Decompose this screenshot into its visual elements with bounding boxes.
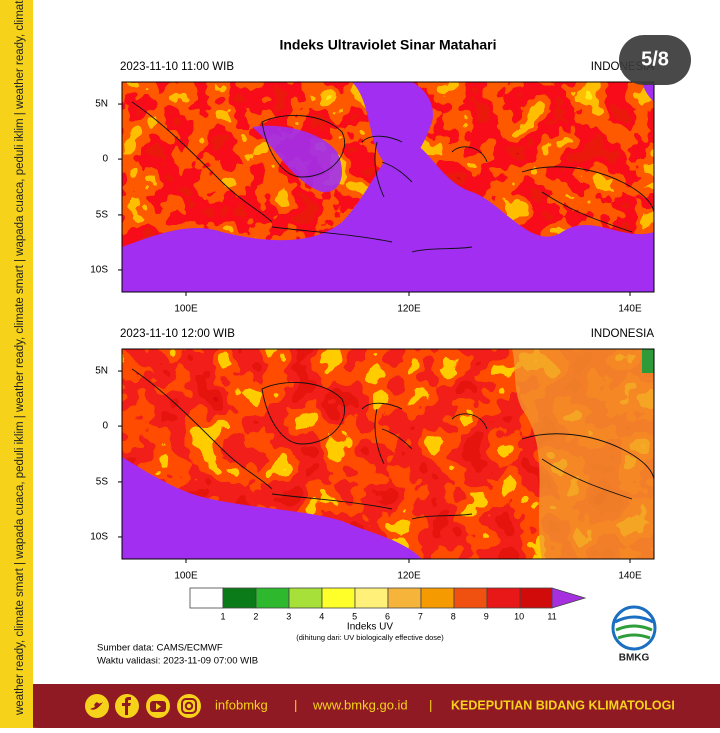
instagram-icon[interactable] [177,694,201,718]
colorbar-label: 9 [484,611,489,621]
lat-label: 5S [96,210,109,221]
colorbar-label: 3 [286,611,291,621]
panel-time: 2023-11-10 12:00 WIB [120,328,235,340]
sidebar-text: weather ready, climate smart | wapada cu… [14,0,26,716]
source: Sumber data: CAMS/ECMWF [97,643,223,654]
page-badge [619,35,691,85]
map-panel: 2023-11-10 12:00 WIB INDONESIA 5N 0 5S 10S 100… [90,328,655,582]
uv-low-area [642,82,654,102]
footer-department: KEDEPUTIAN BIDANG KLIMATOLOGI [451,698,675,712]
colorbar-title: Indeks UV [347,622,393,633]
map [121,81,655,293]
logo [611,605,657,651]
uv-orange-area [512,349,654,559]
footer-separator: | [294,697,297,712]
colorbar-label: 10 [514,611,524,621]
lon-label: 140E [618,304,642,315]
map-frame [121,81,655,293]
lon-label: 140E [618,571,642,582]
panels: 2023-11-10 11:00 WIB INDONESIA 5N 0 5S 10S 100… [90,61,655,582]
colorbar-label: 11 [547,611,556,621]
colorbar-label: 7 [418,611,423,621]
sidebar [0,0,33,728]
lon-label: 100E [174,304,198,315]
logo-text: BMKG [619,653,650,664]
page-badge-text: 5/8 [641,48,669,70]
colorbar-note: (dihitung dari: UV biologically effectiv… [296,633,444,642]
lon-label: 120E [397,304,421,315]
social-icons [85,694,201,718]
panel-time: 2023-11-10 11:00 WIB [120,61,234,73]
footer-website[interactable]: www.bmkg.go.id [312,697,408,712]
validity: Waktu validasi: 2023-11-09 07:00 WIB [97,656,258,667]
title: Indeks Ultraviolet Sinar Matahari [279,37,496,53]
panel-region: INDONESIA [591,328,655,340]
lat-label: 5S [96,477,109,488]
lat-label: 0 [102,421,108,432]
footer-handle[interactable]: infobmkg [215,697,268,712]
footer-separator: | [429,697,432,712]
colorbar-label: 6 [385,611,390,621]
uv-low-area [352,82,433,169]
uv-green-spot [642,349,654,373]
lat-label: 0 [102,154,108,165]
colorbar-label: 8 [451,611,456,621]
footer-corner [0,700,40,728]
colorbar-label: 2 [253,611,258,621]
colorbar-label: 5 [352,611,357,621]
map [121,348,655,560]
lat-label: 5N [95,99,108,110]
colorbar-label: 1 [220,611,225,621]
lat-label: 10S [90,532,108,543]
map-frame [121,348,655,560]
map-panel: 2023-11-10 11:00 WIBINDONESIA5N05S10S100… [90,61,655,315]
footer-bar [33,684,720,728]
colorbar-label: 4 [319,611,324,621]
uv-low-area [252,125,342,193]
lon-label: 100E [174,571,198,582]
lat-label: 5N [95,366,108,377]
lon-label: 120E [397,571,421,582]
lat-label: 10S [90,265,108,276]
colorbar: 1 2 3 4 5 6 7 8 9 10 11 [189,587,587,621]
